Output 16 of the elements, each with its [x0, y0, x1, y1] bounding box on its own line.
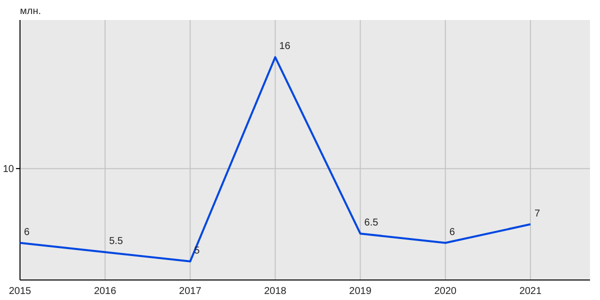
x-tick-label: 2021: [519, 286, 542, 297]
x-tick-label: 2020: [434, 286, 457, 297]
data-label: 16: [279, 41, 291, 52]
data-label: 6: [24, 226, 30, 238]
data-label: 5: [194, 245, 200, 256]
x-tick-label: 2019: [349, 286, 372, 297]
x-tick-label: 2018: [264, 286, 287, 297]
y-axis-title: млн.: [20, 6, 42, 17]
x-tick-label: 2015: [8, 286, 32, 297]
x-tick-label: 2016: [94, 286, 117, 297]
x-tick-label: 2017: [179, 286, 202, 297]
ref-line-label: 10: [2, 164, 14, 175]
data-label: 6.5: [364, 218, 379, 229]
data-label: 6: [449, 226, 456, 238]
data-label: 5.5: [109, 236, 124, 248]
data-label: 7: [534, 208, 540, 220]
